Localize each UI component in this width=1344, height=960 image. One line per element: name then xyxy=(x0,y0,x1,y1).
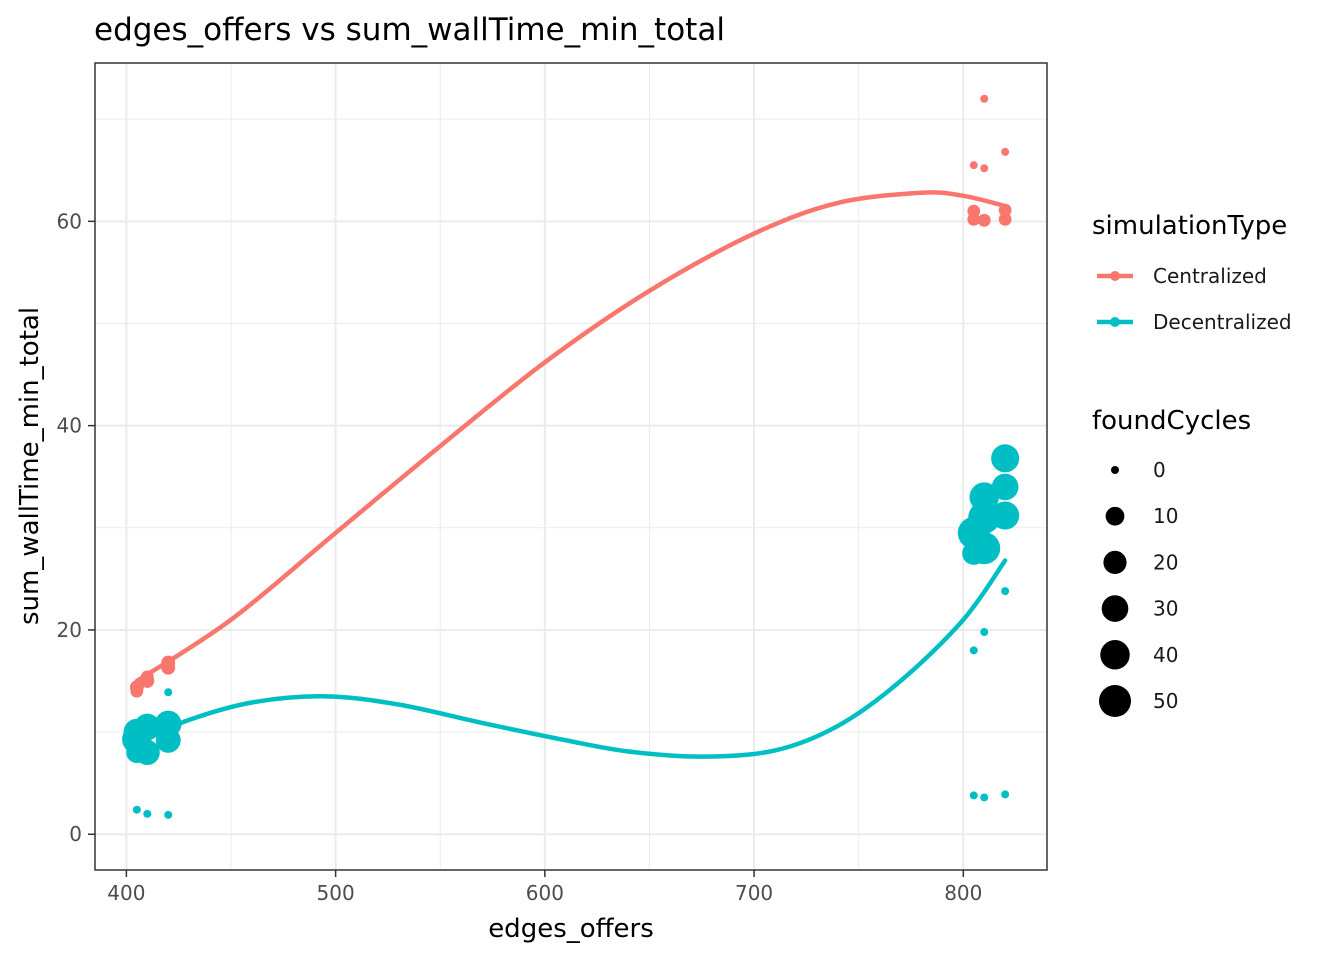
data-point-decentralized xyxy=(1001,790,1010,799)
legend-label-centralized: Centralized xyxy=(1153,264,1267,288)
legend-key-point xyxy=(1110,317,1120,327)
x-tick-label: 800 xyxy=(944,881,982,905)
data-point-centralized xyxy=(129,680,144,695)
size-legend-label: 0 xyxy=(1153,458,1166,482)
size-legend-label: 10 xyxy=(1153,504,1178,528)
x-tick-label: 500 xyxy=(317,881,355,905)
size-legend-key xyxy=(1098,684,1132,718)
size-legend-label: 50 xyxy=(1153,689,1178,713)
x-axis-title: edges_offers xyxy=(488,914,654,944)
data-point-centralized xyxy=(998,212,1012,226)
data-point-centralized xyxy=(998,203,1012,217)
plot-border xyxy=(94,62,1048,871)
data-point-decentralized xyxy=(164,810,173,819)
size-legend-label: 30 xyxy=(1153,597,1178,621)
data-point-decentralized xyxy=(154,710,182,738)
legend-key-point xyxy=(1110,271,1120,281)
data-points xyxy=(122,94,1020,819)
x-tick-label: 700 xyxy=(735,881,773,905)
size-legend: foundCycles 0 10 20 30 40 50 xyxy=(1092,406,1251,718)
data-point-decentralized xyxy=(991,501,1020,530)
data-point-centralized xyxy=(980,94,989,103)
data-point-decentralized xyxy=(143,809,152,818)
data-point-decentralized xyxy=(134,740,160,766)
y-axis-title: sum_wallTime_min_total xyxy=(15,307,45,625)
data-point-decentralized xyxy=(969,791,978,800)
data-point-decentralized xyxy=(968,532,1001,565)
data-point-decentralized xyxy=(969,646,978,655)
size-legend-key xyxy=(1101,595,1129,622)
data-point-decentralized xyxy=(980,627,989,636)
data-point-centralized xyxy=(140,670,154,684)
size-legend-title: foundCycles xyxy=(1092,406,1251,436)
size-legend-key xyxy=(1111,466,1119,474)
color-legend-title: simulationType xyxy=(1092,211,1287,241)
y-tick-label: 40 xyxy=(57,414,82,438)
legend-label-decentralized: Decentralized xyxy=(1153,310,1292,334)
size-legend-label: 20 xyxy=(1153,550,1178,574)
data-point-decentralized xyxy=(991,444,1020,473)
data-point-centralized xyxy=(967,212,981,226)
color-legend: simulationType Centralized Decentralized xyxy=(1092,211,1292,334)
y-tick-label: 60 xyxy=(57,209,82,233)
trend-line-decentralized xyxy=(134,558,1008,759)
size-legend-key xyxy=(1103,550,1127,575)
plot-panel xyxy=(95,63,1047,870)
data-point-decentralized xyxy=(164,688,173,697)
chart-title: edges_offers vs sum_wallTime_min_total xyxy=(94,12,725,48)
data-point-centralized xyxy=(969,161,978,170)
trend-line-centralized xyxy=(134,190,1008,684)
trend-lines xyxy=(134,190,1008,759)
axes: 400 500 600 700 800 0 20 40 60 xyxy=(57,209,983,905)
size-legend-key xyxy=(1100,640,1130,670)
data-point-centralized xyxy=(161,655,176,670)
data-point-decentralized xyxy=(968,501,1001,534)
data-point-centralized xyxy=(977,213,991,227)
data-point-centralized xyxy=(980,164,989,173)
size-legend-label: 40 xyxy=(1153,643,1178,667)
data-point-decentralized xyxy=(980,793,989,802)
y-tick-label: 0 xyxy=(69,822,82,846)
x-tick-label: 600 xyxy=(526,881,564,905)
x-tick-label: 400 xyxy=(107,881,145,905)
data-point-centralized xyxy=(1001,147,1010,156)
data-point-decentralized xyxy=(133,713,161,741)
data-point-decentralized xyxy=(991,473,1019,501)
y-tick-label: 20 xyxy=(57,618,82,642)
data-point-decentralized xyxy=(1001,587,1010,596)
size-legend-key xyxy=(1105,506,1125,526)
data-point-decentralized xyxy=(132,805,141,814)
